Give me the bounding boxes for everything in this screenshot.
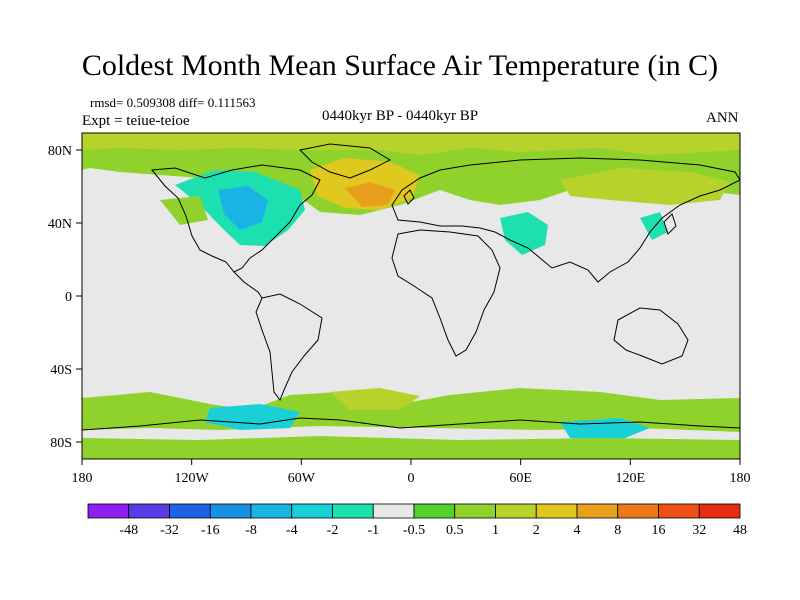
coastline-north-america xyxy=(151,164,321,273)
colorbar-label: 48 xyxy=(733,523,747,538)
coastline-japan xyxy=(663,213,677,235)
map-title: Coldest Month Mean Surface Air Temperatu… xyxy=(81,49,719,82)
colorbar-label: -16 xyxy=(201,523,220,538)
anomaly-region-siberia xyxy=(560,168,730,205)
period-label: 0440kyr BP - 0440kyr BP xyxy=(322,108,479,124)
colorbar-swatch xyxy=(698,503,741,519)
colorbar-label: 16 xyxy=(652,523,666,538)
anomaly-region-arctic-high xyxy=(82,133,740,155)
lon-label: 120E xyxy=(616,471,646,486)
lon-label: 60E xyxy=(509,471,532,486)
colorbar-swatch xyxy=(250,503,293,519)
anomaly-region-middle-east xyxy=(500,212,548,255)
lon-label: 60W xyxy=(288,471,316,486)
season-label: ANN xyxy=(706,110,739,126)
lat-label: 80S xyxy=(50,436,72,451)
anomaly-field xyxy=(82,133,740,459)
coastlines xyxy=(82,143,740,431)
colorbar-label: 32 xyxy=(692,523,706,538)
lon-label: 180 xyxy=(72,471,93,486)
coastline-british-isles xyxy=(403,189,415,205)
colorbar-label: 0.5 xyxy=(446,523,464,538)
coastline-south-america xyxy=(255,293,323,402)
lat-label: 40S xyxy=(50,363,72,378)
colorbar-label: 2 xyxy=(533,523,540,538)
colorbar-label: -32 xyxy=(160,523,179,538)
colorbar-label: -48 xyxy=(119,523,138,538)
colorbar-label: -0.5 xyxy=(403,523,425,538)
axis-labels: 80N 40N 0 40S 80S 180 120W 60W 0 60E 120E 180 xyxy=(48,144,751,486)
colorbar-swatch xyxy=(495,503,537,519)
coastline-eurasia xyxy=(391,157,740,283)
colorbar-swatch xyxy=(372,503,415,519)
colorbar-label: -1 xyxy=(367,523,379,538)
colorbar-swatch xyxy=(291,503,333,519)
coastline-australia xyxy=(613,307,689,365)
colorbar-label: 1 xyxy=(492,523,499,538)
lon-label: 0 xyxy=(408,471,415,486)
colorbar-swatch xyxy=(87,503,130,519)
colorbar-swatch xyxy=(169,503,211,519)
lon-label: 180 xyxy=(730,471,751,486)
colorbar-label: -8 xyxy=(245,523,257,538)
coastline-central-america xyxy=(233,271,263,299)
colorbar-swatch xyxy=(128,503,170,519)
colorbar-swatch xyxy=(332,503,374,519)
colorbar-swatch xyxy=(617,503,659,519)
coastline-greenland xyxy=(298,143,392,179)
lon-label: 120W xyxy=(175,471,210,486)
colorbar-label: -2 xyxy=(327,523,339,538)
anomaly-region-north-america-core xyxy=(218,186,268,230)
anomaly-region-north-atlantic-core xyxy=(345,182,395,207)
experiment-label: Expt = teiue-teioe xyxy=(82,113,190,129)
lat-label: 40N xyxy=(48,217,72,232)
colorbar-swatch xyxy=(209,503,252,519)
lat-label: 0 xyxy=(65,290,72,305)
coastline-antarctica xyxy=(82,417,740,431)
colorbar: -48 -32 -16 -8 -4 -2 -1 -0.5 0.5 1 2 4 8 16 32 48 xyxy=(87,503,747,538)
colorbar-swatch xyxy=(658,503,700,519)
stats-text: rmsd= 0.509308 diff= 0.111563 xyxy=(90,95,256,110)
colorbar-swatch xyxy=(576,503,619,519)
colorbar-label: 8 xyxy=(614,523,621,538)
anomaly-region-south-pole xyxy=(82,436,740,459)
anomaly-region-antarctica-cool xyxy=(205,404,300,430)
colorbar-label: 4 xyxy=(574,523,581,538)
coastline-africa xyxy=(391,229,501,357)
colorbar-swatch xyxy=(413,503,456,519)
colorbar-swatch xyxy=(535,503,578,519)
colorbar-swatch xyxy=(454,503,496,519)
anomaly-region-antarctica-warm xyxy=(330,388,420,410)
colorbar-label: -4 xyxy=(286,523,298,538)
lat-label: 80N xyxy=(48,144,72,159)
